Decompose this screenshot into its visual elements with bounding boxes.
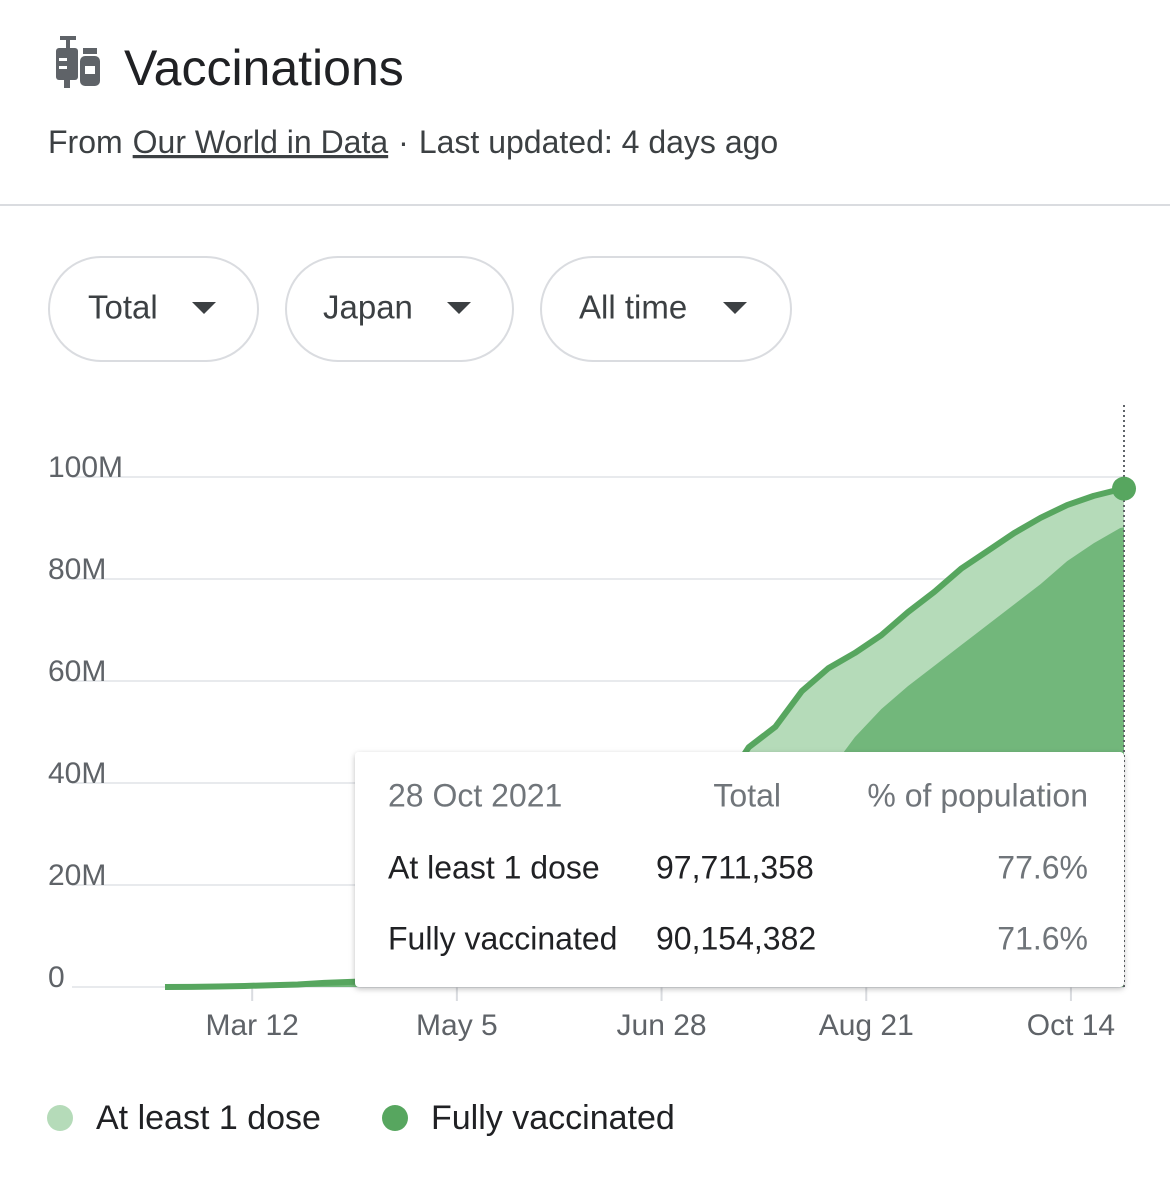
filter-label: All time [579, 289, 687, 326]
tooltip-column: % of population [867, 777, 1088, 813]
dropdown-caret [447, 302, 471, 314]
legend-label: Fully vaccinated [431, 1099, 675, 1137]
vaccine-icon [56, 36, 100, 88]
tooltip-row-label: Fully vaccinated [388, 920, 617, 956]
tooltip-total: 90,154,382 [656, 920, 816, 956]
y-tick-label: 60M [48, 655, 106, 688]
y-tick-label: 20M [48, 859, 106, 892]
y-tick-label: 0 [48, 961, 65, 994]
x-tick-label: Jun 28 [617, 1009, 707, 1042]
y-tick-label: 40M [48, 757, 106, 790]
y-tick-label: 80M [48, 553, 106, 586]
tooltip-row-label: At least 1 dose [388, 849, 600, 885]
tooltip-box [355, 752, 1124, 987]
x-tick-label: May 5 [416, 1009, 498, 1042]
tooltip-text: 28 Oct 2021 Total % of population At lea… [388, 777, 1088, 956]
filter-country[interactable]: Japan [285, 256, 514, 362]
tooltip-percent: 77.6% [997, 849, 1088, 885]
subtitle: From Our World in Data · Last updated: 4 da… [48, 124, 778, 160]
pill [540, 256, 792, 362]
pill [285, 256, 514, 362]
dropdown-caret [192, 302, 216, 314]
last-updated: Last updated: 4 days ago [419, 124, 778, 160]
filter-label: Total [88, 289, 158, 326]
source-link[interactable]: Our World in Data [133, 124, 389, 160]
filter-label: Japan [323, 289, 413, 326]
title: Vaccinations [124, 40, 404, 96]
tooltip-column: Total [713, 777, 781, 813]
end-point [1112, 476, 1136, 501]
y-tick-label: 100M [48, 451, 123, 484]
dropdown-caret [723, 302, 747, 314]
legend-label: At least 1 dose [96, 1099, 321, 1137]
tooltip-total: 97,711,358 [656, 849, 814, 885]
legend: At least 1 dose Fully vaccinated [47, 1099, 675, 1137]
tooltip-date: 28 Oct 2021 [388, 777, 562, 813]
tooltip [355, 752, 1124, 987]
filter-period[interactable]: All time [540, 256, 792, 362]
x-tick-label: Oct 14 [1027, 1009, 1115, 1042]
legend-swatch [382, 1105, 408, 1131]
x-tick-label: Aug 21 [819, 1009, 914, 1042]
source-prefix: From [48, 124, 123, 160]
separator: · [398, 124, 409, 160]
legend-swatch [47, 1105, 73, 1131]
filter-total[interactable]: Total [48, 256, 259, 362]
x-tick-label: Mar 12 [205, 1009, 298, 1042]
pill [48, 256, 259, 362]
tooltip-percent: 71.6% [997, 920, 1088, 956]
